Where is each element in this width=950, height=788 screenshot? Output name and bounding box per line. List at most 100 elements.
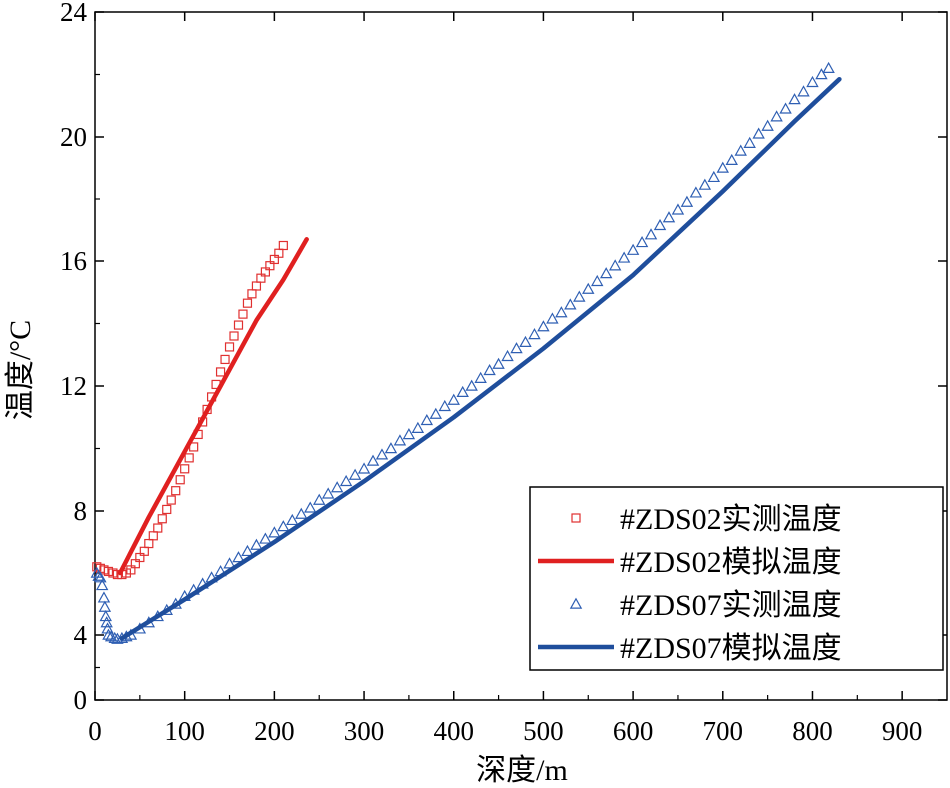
data-point (474, 371, 487, 383)
data-point (102, 628, 115, 640)
y-tick-label: 0 (74, 685, 88, 715)
data-point (806, 75, 819, 88)
data-point (268, 526, 281, 538)
series-line (117, 237, 309, 576)
x-tick-label: 400 (433, 716, 474, 746)
data-point (698, 178, 712, 190)
data-point (447, 393, 460, 405)
x-tick-label: 500 (523, 716, 564, 746)
y-tick-label: 20 (60, 122, 87, 152)
data-point (98, 600, 112, 612)
data-point (608, 259, 622, 271)
legend-label: #ZDS07模拟温度 (620, 632, 842, 665)
data-point (100, 616, 113, 628)
data-point (617, 251, 631, 263)
data-point (304, 501, 317, 513)
data-point (662, 211, 676, 223)
y-axis-label: 温度/°C (4, 320, 37, 420)
data-point (725, 153, 738, 166)
data-point (393, 434, 407, 446)
data-point (251, 281, 262, 291)
data-point (465, 379, 478, 391)
data-point (492, 357, 505, 369)
series-line (119, 76, 842, 641)
x-tick-label: 300 (344, 716, 385, 746)
data-point (286, 513, 299, 526)
data-point (770, 110, 783, 122)
data-point (148, 531, 158, 541)
data-point (357, 462, 371, 474)
data-point (162, 504, 172, 515)
y-tick-label: 4 (74, 620, 88, 650)
data-point (220, 354, 230, 365)
data-point (108, 631, 121, 644)
data-point (330, 481, 344, 493)
data-point (689, 186, 703, 198)
data-point (519, 335, 532, 348)
data-point (95, 578, 109, 591)
data-point (644, 228, 658, 240)
data-point (815, 68, 828, 80)
data-point (97, 591, 111, 603)
data-point (528, 328, 541, 340)
data-point (420, 413, 434, 426)
data-point (743, 136, 756, 148)
data-point (366, 454, 380, 466)
series-layer (90, 61, 842, 644)
data-point (232, 551, 245, 563)
x-axis-ticks: 0 100 200 300 400 500 600 700 800 900 (88, 12, 922, 746)
legend-label: #ZDS07实测温度 (620, 589, 842, 622)
data-point (277, 520, 290, 532)
data-point (501, 349, 514, 362)
data-point (215, 367, 226, 377)
data-point (573, 290, 586, 302)
x-tick-label: 200 (254, 716, 295, 746)
data-point (788, 93, 801, 105)
data-point (483, 363, 496, 376)
data-point (653, 218, 667, 231)
data-point (734, 144, 747, 156)
plot-area (94, 11, 948, 701)
legend-swatch (569, 597, 583, 609)
data-point (402, 428, 416, 440)
data-point (671, 203, 685, 215)
series-3 (119, 76, 842, 641)
data-point (546, 312, 559, 324)
data-point (626, 243, 640, 255)
data-point (375, 448, 389, 460)
data-point (250, 538, 263, 550)
data-point (680, 195, 694, 207)
data-point (238, 309, 248, 319)
data-point (241, 544, 254, 557)
data-point (242, 298, 253, 308)
x-tick-label: 700 (703, 716, 744, 746)
legend-label: #ZDS02模拟温度 (620, 546, 842, 579)
data-point (101, 622, 114, 634)
data-point (166, 495, 176, 505)
x-axis-label: 深度/m (476, 754, 568, 787)
data-point (175, 475, 185, 485)
data-point (224, 342, 235, 352)
data-point (635, 235, 649, 248)
data-point (716, 161, 730, 173)
data-point (348, 468, 362, 480)
series-1 (117, 237, 309, 576)
data-point (321, 487, 335, 499)
data-point (184, 453, 194, 463)
data-point (752, 127, 765, 139)
data-point (259, 532, 272, 544)
data-point (456, 385, 469, 398)
legend-swatch (571, 513, 581, 523)
data-point (180, 464, 190, 474)
data-point (144, 538, 154, 549)
legend: #ZDS02实测温度 #ZDS02模拟温度 #ZDS07实测温度 #ZDS07模拟温度 (529, 486, 944, 671)
x-tick-label: 900 (882, 716, 923, 746)
data-point (537, 320, 550, 332)
x-tick-label: 100 (164, 716, 205, 746)
data-point (104, 630, 118, 642)
x-tick-label: 0 (88, 716, 102, 746)
data-point (797, 85, 810, 97)
legend-box (529, 486, 944, 671)
y-tick-label: 16 (60, 246, 87, 276)
